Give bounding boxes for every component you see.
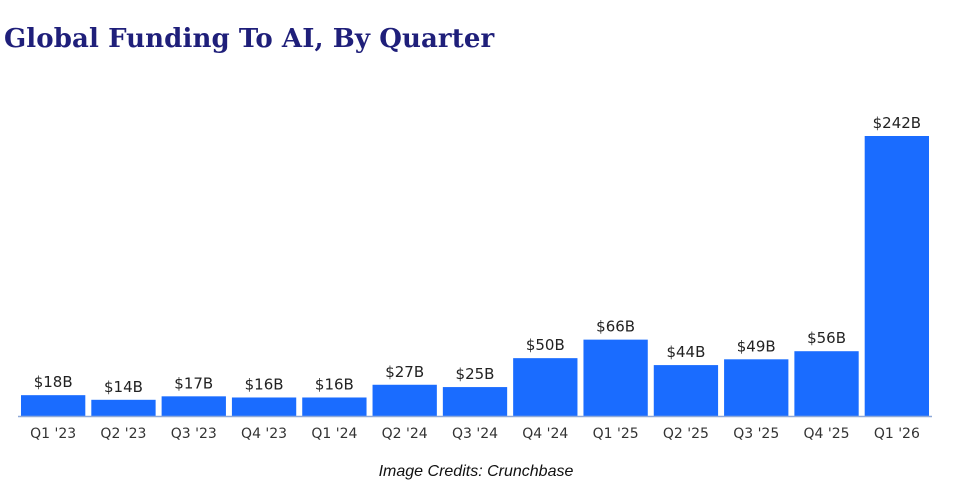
x-tick-label: Q2 '25 [663, 426, 709, 442]
bar [794, 351, 859, 416]
x-tick-label: Q4 '23 [241, 426, 287, 442]
data-label: $44B [666, 343, 705, 361]
x-tick-label: Q1 '25 [593, 426, 639, 442]
bar [442, 387, 508, 416]
chart-title: Global Funding To AI, By Quarter [4, 24, 495, 54]
data-label: $14B [104, 378, 143, 396]
data-label: $27B [385, 363, 424, 381]
data-label: $49B [737, 337, 776, 355]
x-tick-label: Q3 '24 [452, 426, 498, 442]
bar [21, 395, 86, 416]
bar [231, 397, 297, 416]
x-tick-label: Q2 '24 [382, 426, 428, 442]
data-label: $50B [526, 336, 565, 354]
data-label: $66B [596, 318, 635, 336]
data-label: $18B [34, 373, 73, 391]
data-label: $25B [456, 365, 495, 383]
data-label: $16B [315, 375, 354, 393]
image-credits: Image Credits: Crunchbase [378, 463, 574, 480]
value-labels-layer: $18B $14B $17B $16B $16B $27B $25B $50B $66B $44B… [34, 114, 921, 396]
bar [91, 399, 156, 416]
bar [513, 358, 578, 416]
bars-layer [21, 136, 929, 416]
x-tick-label: Q1 '26 [874, 426, 920, 442]
x-tick-label: Q2 '23 [100, 426, 146, 442]
tick-labels-layer: Q1 '23 Q2 '23 Q3 '23 Q4 '23 Q1 '24 Q2 '24 Q3 '… [30, 426, 920, 442]
x-tick-label: Q1 '23 [30, 426, 76, 442]
data-label: $242B [873, 114, 921, 132]
x-tick-label: Q1 '24 [311, 426, 357, 442]
x-tick-label: Q4 '25 [804, 426, 850, 442]
x-tick-label: Q3 '25 [733, 426, 779, 442]
x-tick-label: Q4 '24 [522, 426, 568, 442]
bar [653, 365, 719, 416]
bar [302, 397, 367, 416]
x-tick-label: Q3 '23 [171, 426, 217, 442]
data-label: $56B [807, 329, 846, 347]
data-label: $16B [245, 375, 284, 393]
bar [161, 396, 226, 416]
data-label: $17B [174, 374, 213, 392]
bar [583, 339, 648, 416]
bar [724, 359, 789, 416]
bar [372, 384, 437, 416]
bar [864, 136, 929, 416]
